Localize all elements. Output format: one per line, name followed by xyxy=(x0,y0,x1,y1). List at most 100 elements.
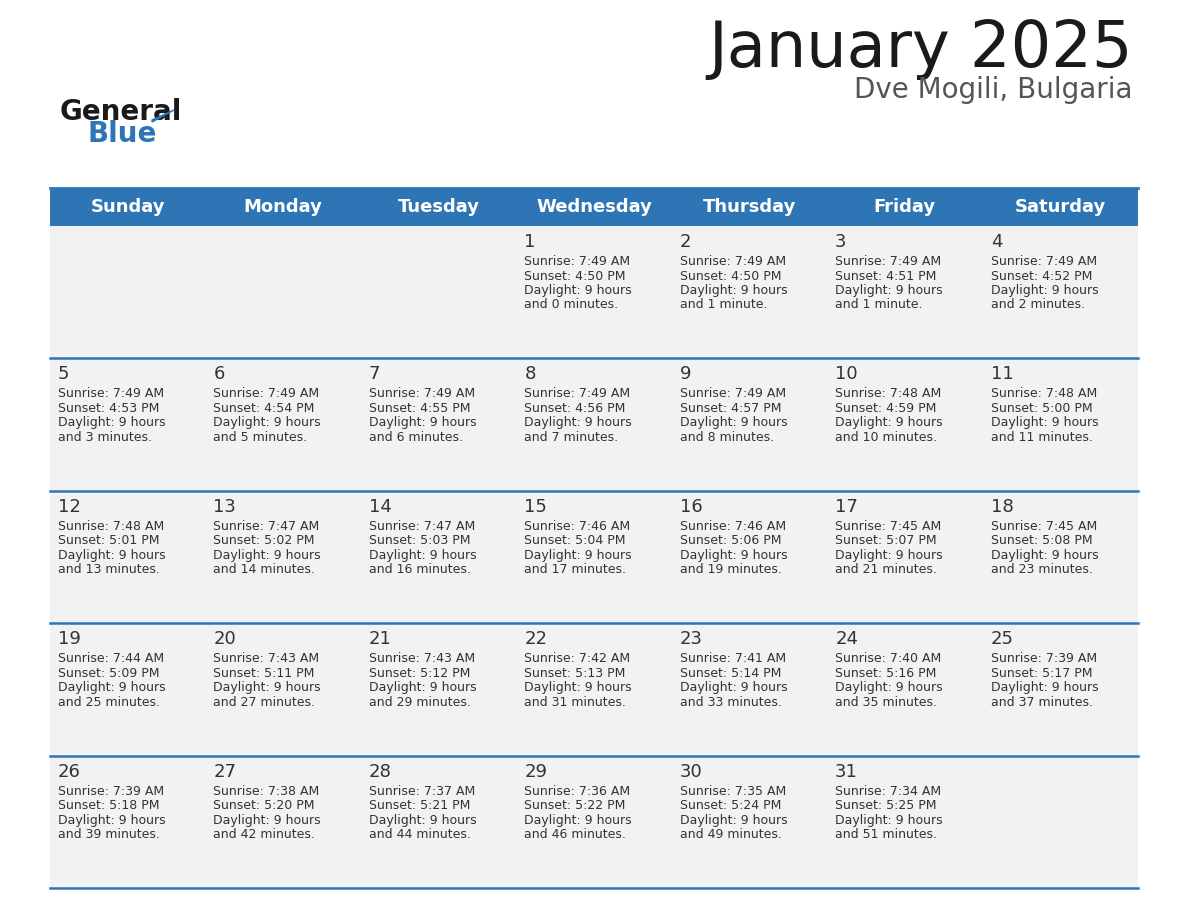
Text: Sunrise: 7:49 AM: Sunrise: 7:49 AM xyxy=(58,387,164,400)
Text: Sunrise: 7:48 AM: Sunrise: 7:48 AM xyxy=(835,387,941,400)
Text: Daylight: 9 hours: Daylight: 9 hours xyxy=(214,681,321,694)
Text: Daylight: 9 hours: Daylight: 9 hours xyxy=(214,417,321,430)
Text: Daylight: 9 hours: Daylight: 9 hours xyxy=(680,813,788,826)
Text: 26: 26 xyxy=(58,763,81,780)
Text: Wednesday: Wednesday xyxy=(536,198,652,216)
Text: 28: 28 xyxy=(368,763,392,780)
Text: Daylight: 9 hours: Daylight: 9 hours xyxy=(524,549,632,562)
Bar xyxy=(206,623,361,756)
Text: Sunrise: 7:49 AM: Sunrise: 7:49 AM xyxy=(680,387,785,400)
Text: 10: 10 xyxy=(835,365,858,384)
Text: Dve Mogili, Bulgaria: Dve Mogili, Bulgaria xyxy=(854,76,1133,104)
Text: Sunrise: 7:39 AM: Sunrise: 7:39 AM xyxy=(58,785,164,798)
Text: 18: 18 xyxy=(991,498,1013,516)
Bar xyxy=(50,358,206,491)
Text: Blue: Blue xyxy=(88,120,157,148)
Bar xyxy=(50,623,206,756)
Text: Thursday: Thursday xyxy=(703,198,796,216)
Bar xyxy=(982,358,1138,491)
Text: Sunrise: 7:35 AM: Sunrise: 7:35 AM xyxy=(680,785,786,798)
Text: 25: 25 xyxy=(991,630,1013,648)
Text: Sunset: 5:21 PM: Sunset: 5:21 PM xyxy=(368,799,470,812)
Text: Sunset: 5:07 PM: Sunset: 5:07 PM xyxy=(835,534,937,547)
Bar xyxy=(827,226,982,358)
Text: 12: 12 xyxy=(58,498,81,516)
Text: Sunset: 5:00 PM: Sunset: 5:00 PM xyxy=(991,402,1092,415)
Text: 1: 1 xyxy=(524,233,536,251)
Text: and 17 minutes.: and 17 minutes. xyxy=(524,564,626,577)
Text: Daylight: 9 hours: Daylight: 9 hours xyxy=(991,681,1098,694)
Bar xyxy=(827,756,982,888)
Text: Sunset: 5:22 PM: Sunset: 5:22 PM xyxy=(524,799,626,812)
Text: Sunset: 5:11 PM: Sunset: 5:11 PM xyxy=(214,666,315,679)
Text: 31: 31 xyxy=(835,763,858,780)
Bar xyxy=(50,226,206,358)
Text: Sunset: 5:06 PM: Sunset: 5:06 PM xyxy=(680,534,782,547)
Bar xyxy=(671,358,827,491)
Text: 24: 24 xyxy=(835,630,858,648)
Text: Daylight: 9 hours: Daylight: 9 hours xyxy=(524,284,632,297)
Text: Daylight: 9 hours: Daylight: 9 hours xyxy=(368,813,476,826)
Text: Sunrise: 7:49 AM: Sunrise: 7:49 AM xyxy=(214,387,320,400)
Text: 2: 2 xyxy=(680,233,691,251)
Text: Sunrise: 7:41 AM: Sunrise: 7:41 AM xyxy=(680,652,785,666)
Bar xyxy=(361,756,517,888)
Text: Sunday: Sunday xyxy=(90,198,165,216)
Text: 11: 11 xyxy=(991,365,1013,384)
Text: Sunrise: 7:37 AM: Sunrise: 7:37 AM xyxy=(368,785,475,798)
Text: Sunrise: 7:42 AM: Sunrise: 7:42 AM xyxy=(524,652,631,666)
Text: Sunrise: 7:49 AM: Sunrise: 7:49 AM xyxy=(368,387,475,400)
Text: General: General xyxy=(61,98,183,126)
Text: Daylight: 9 hours: Daylight: 9 hours xyxy=(58,549,165,562)
Text: Daylight: 9 hours: Daylight: 9 hours xyxy=(368,549,476,562)
Text: Sunrise: 7:49 AM: Sunrise: 7:49 AM xyxy=(835,255,941,268)
Text: Daylight: 9 hours: Daylight: 9 hours xyxy=(58,417,165,430)
Bar xyxy=(671,226,827,358)
Text: 21: 21 xyxy=(368,630,392,648)
Text: 3: 3 xyxy=(835,233,847,251)
Text: Sunrise: 7:48 AM: Sunrise: 7:48 AM xyxy=(58,520,164,532)
Text: and 23 minutes.: and 23 minutes. xyxy=(991,564,1093,577)
Text: Daylight: 9 hours: Daylight: 9 hours xyxy=(214,813,321,826)
Text: 9: 9 xyxy=(680,365,691,384)
Text: Sunrise: 7:47 AM: Sunrise: 7:47 AM xyxy=(368,520,475,532)
Text: Sunset: 4:50 PM: Sunset: 4:50 PM xyxy=(524,270,626,283)
Text: and 46 minutes.: and 46 minutes. xyxy=(524,828,626,841)
Text: Sunrise: 7:43 AM: Sunrise: 7:43 AM xyxy=(214,652,320,666)
Text: Sunrise: 7:34 AM: Sunrise: 7:34 AM xyxy=(835,785,941,798)
Polygon shape xyxy=(152,110,173,122)
Text: Saturday: Saturday xyxy=(1015,198,1106,216)
Text: 19: 19 xyxy=(58,630,81,648)
Text: Daylight: 9 hours: Daylight: 9 hours xyxy=(835,813,943,826)
Text: Sunset: 5:20 PM: Sunset: 5:20 PM xyxy=(214,799,315,812)
Text: 23: 23 xyxy=(680,630,703,648)
Text: Daylight: 9 hours: Daylight: 9 hours xyxy=(835,284,943,297)
Text: and 49 minutes.: and 49 minutes. xyxy=(680,828,782,841)
Text: 20: 20 xyxy=(214,630,236,648)
Bar xyxy=(206,491,361,623)
Text: 6: 6 xyxy=(214,365,225,384)
Text: 4: 4 xyxy=(991,233,1001,251)
Text: Sunset: 5:14 PM: Sunset: 5:14 PM xyxy=(680,666,781,679)
Text: Sunset: 4:55 PM: Sunset: 4:55 PM xyxy=(368,402,470,415)
Text: Sunrise: 7:38 AM: Sunrise: 7:38 AM xyxy=(214,785,320,798)
Bar xyxy=(517,226,671,358)
Text: Daylight: 9 hours: Daylight: 9 hours xyxy=(680,681,788,694)
Bar xyxy=(50,756,206,888)
Text: 15: 15 xyxy=(524,498,548,516)
Text: 22: 22 xyxy=(524,630,548,648)
Text: 8: 8 xyxy=(524,365,536,384)
Text: and 10 minutes.: and 10 minutes. xyxy=(835,431,937,444)
Text: Sunrise: 7:45 AM: Sunrise: 7:45 AM xyxy=(991,520,1097,532)
Bar xyxy=(827,623,982,756)
Text: Sunrise: 7:46 AM: Sunrise: 7:46 AM xyxy=(680,520,785,532)
Text: 29: 29 xyxy=(524,763,548,780)
Text: and 6 minutes.: and 6 minutes. xyxy=(368,431,463,444)
Text: and 8 minutes.: and 8 minutes. xyxy=(680,431,773,444)
Text: Sunrise: 7:49 AM: Sunrise: 7:49 AM xyxy=(991,255,1097,268)
Text: Sunset: 4:56 PM: Sunset: 4:56 PM xyxy=(524,402,626,415)
Text: Sunset: 4:57 PM: Sunset: 4:57 PM xyxy=(680,402,782,415)
Text: Daylight: 9 hours: Daylight: 9 hours xyxy=(368,417,476,430)
Text: Sunset: 5:03 PM: Sunset: 5:03 PM xyxy=(368,534,470,547)
Text: Daylight: 9 hours: Daylight: 9 hours xyxy=(835,681,943,694)
